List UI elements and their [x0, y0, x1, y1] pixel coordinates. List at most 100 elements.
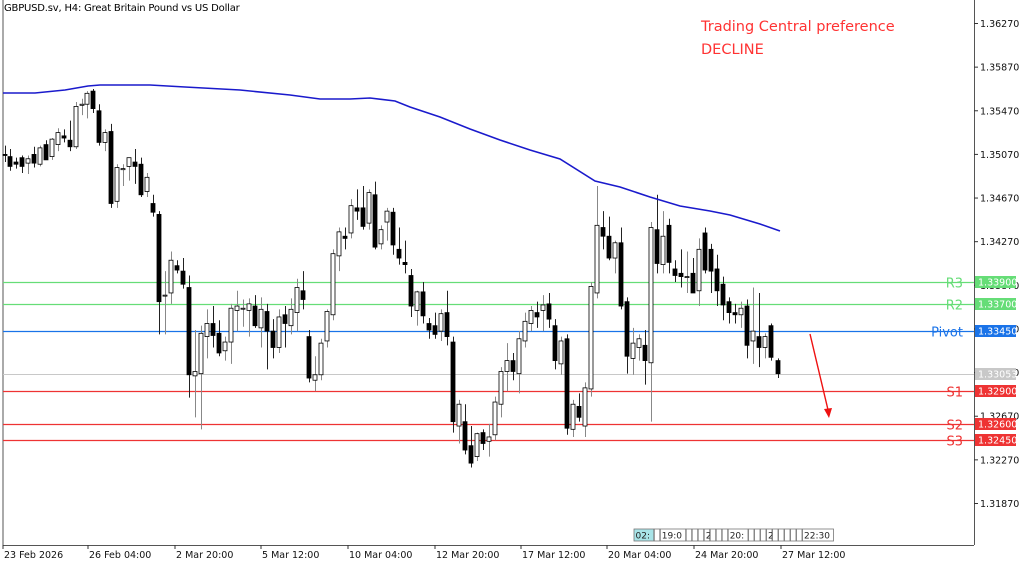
candle [114, 167, 120, 202]
candle [402, 262, 408, 265]
time-scroller-segment[interactable] [653, 528, 661, 542]
time-scroller-segment[interactable] [754, 528, 761, 542]
level-badge-s2-text: 1.32600 [978, 420, 1017, 431]
time-scroller-segment[interactable] [784, 528, 791, 542]
candle [450, 341, 456, 423]
candle [528, 310, 534, 324]
candle [288, 308, 294, 327]
candle [456, 403, 462, 427]
candle [252, 305, 258, 327]
candle [516, 338, 522, 375]
candle [480, 432, 486, 444]
price-tick-label: 1.36270 [980, 19, 1019, 30]
candle [216, 332, 222, 354]
candle [162, 294, 168, 297]
candle [738, 307, 744, 316]
candle [234, 305, 240, 311]
time-scroller-segment[interactable] [659, 528, 687, 542]
time-scroller-segment[interactable] [760, 528, 767, 542]
time-tick-label: 10 Mar 04:00 [349, 550, 412, 561]
candle [306, 336, 312, 379]
time-scroller-label: 22:30 [804, 532, 830, 542]
candle [618, 242, 624, 307]
time-scroller-segment[interactable] [748, 528, 755, 542]
level-badge-r3 [975, 276, 1016, 288]
candle [156, 214, 162, 303]
time-scroller-segment[interactable] [721, 528, 729, 542]
time-scroller-segment[interactable] [703, 528, 711, 542]
time-scroller-segment[interactable] [685, 528, 693, 542]
level-name-s1: S1 [946, 386, 963, 401]
time-scroller-segment[interactable] [727, 528, 749, 542]
price-tick-label: 1.32270 [980, 455, 1019, 466]
time-tick-label: 23 Feb 2026 [4, 550, 63, 561]
candle [744, 305, 750, 346]
candle [37, 147, 43, 165]
time-scroller-segment[interactable] [790, 528, 797, 542]
candle [49, 138, 55, 157]
candle [228, 307, 234, 343]
candle [204, 323, 210, 337]
time-tick-label: 12 Mar 20:00 [436, 550, 499, 561]
candle [678, 272, 684, 277]
trading-central-direction-label: DECLINE [701, 42, 764, 58]
candle [708, 248, 714, 272]
candle [510, 360, 516, 372]
candle [102, 132, 108, 143]
forecast-arrow [809, 333, 830, 415]
candle [426, 323, 432, 331]
price-tick-label: 1.35870 [980, 63, 1019, 74]
time-tick-label: 2 Mar 20:00 [176, 550, 233, 561]
price-tick-label: 1.34670 [980, 194, 1019, 205]
time-scroller-segment[interactable] [766, 528, 773, 542]
price-badges: 1.33900 1.33700 1.33450 1.32900 1.32600 1.324… [975, 276, 1017, 447]
time-tick-label: 27 Mar 12:00 [782, 550, 845, 561]
candle [504, 360, 510, 372]
level-badge-s3 [975, 434, 1016, 446]
candle [67, 139, 73, 148]
time-tick-label: 20 Mar 04:00 [608, 550, 671, 561]
level-name-pivot: Pivot [931, 326, 963, 341]
candle [348, 205, 354, 234]
candle [186, 287, 192, 376]
trading-central-preference-label: Trading Central preference [701, 19, 895, 35]
time-scroller-segment[interactable] [691, 528, 699, 542]
time-scroller-segment[interactable] [796, 528, 803, 542]
time-scroller-segment[interactable] [772, 528, 779, 542]
time-scroller-segment[interactable] [715, 528, 723, 542]
candle [336, 231, 342, 257]
time-scroller-segment[interactable] [709, 528, 717, 542]
time-scroller[interactable]: 02:19:02020:2022:30 [633, 528, 834, 542]
arrow-head-icon [824, 408, 832, 418]
candle [198, 332, 204, 375]
candle [264, 311, 270, 332]
time-scroller-segment[interactable] [697, 528, 705, 542]
candle [654, 229, 660, 264]
candle [390, 211, 396, 246]
candle [192, 371, 198, 377]
candle [90, 90, 96, 109]
candle [468, 445, 474, 464]
level-name-s3: S3 [946, 435, 963, 450]
level-badge-pivot-text: 1.33450 [978, 327, 1017, 338]
price-tick-label: 1.35470 [980, 106, 1019, 117]
candle [372, 194, 378, 248]
time-scroller-segment[interactable] [778, 528, 785, 542]
candle [79, 103, 85, 106]
price-tick-label: 1.31870 [980, 499, 1019, 510]
candle [330, 253, 336, 316]
candle [732, 312, 738, 316]
time-scroller-segment[interactable] [802, 528, 834, 542]
candle [750, 330, 756, 342]
candle [366, 192, 372, 224]
time-scroller-label: 02: [636, 532, 650, 542]
time-scroller-segment[interactable] [633, 528, 655, 542]
candle [552, 325, 558, 361]
candle [768, 325, 774, 358]
candle [486, 436, 492, 442]
time-axis: 23 Feb 2026 26 Feb 04:00 2 Mar 20:00 5 Mar … [2, 545, 845, 561]
candle [150, 203, 156, 213]
candle [630, 342, 636, 359]
